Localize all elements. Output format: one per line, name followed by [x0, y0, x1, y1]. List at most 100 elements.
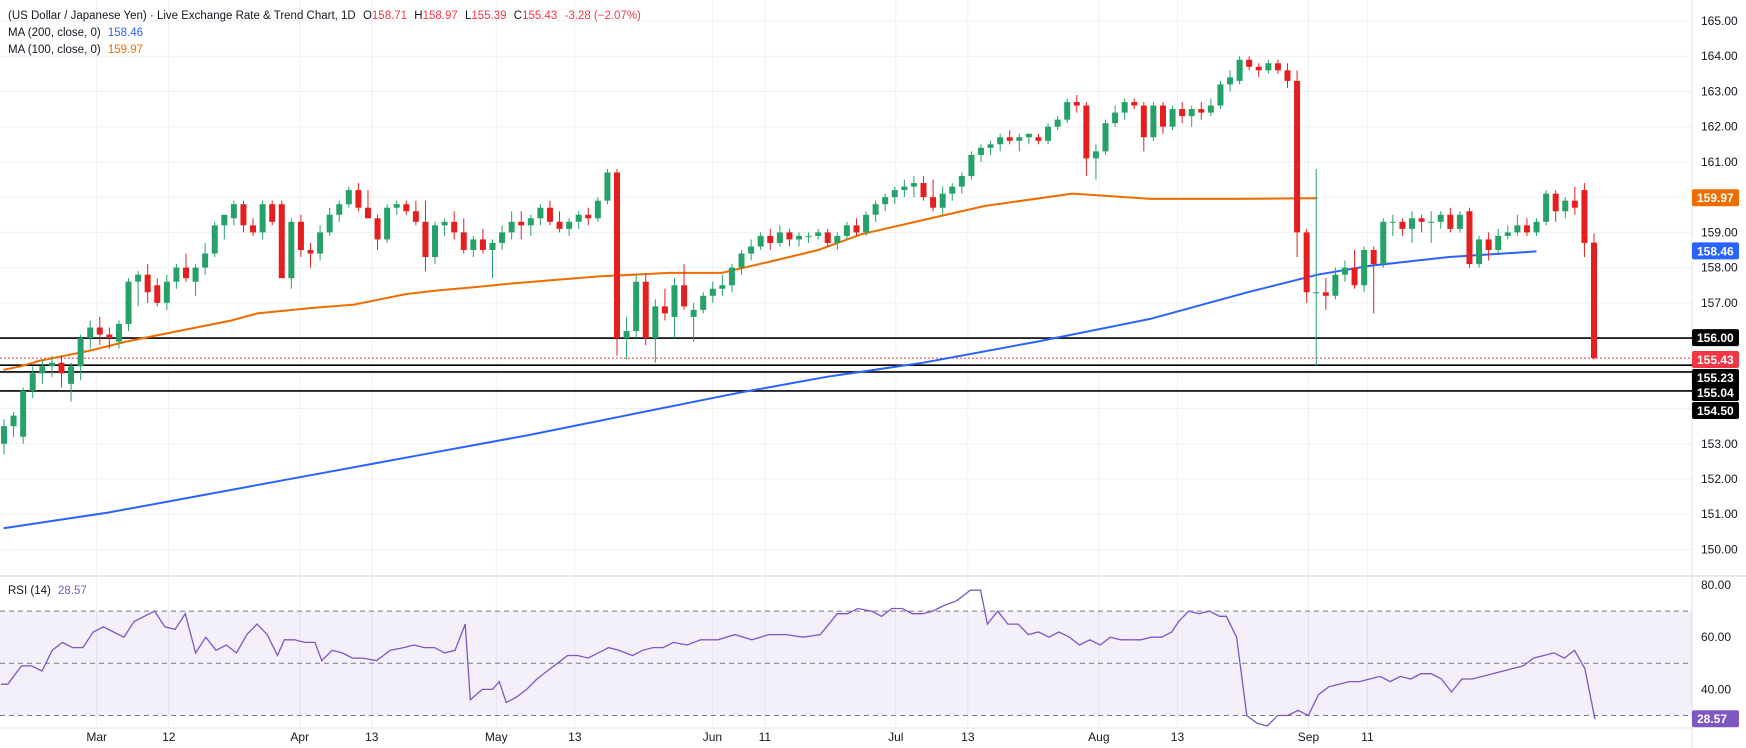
- candle-body[interactable]: [767, 235, 774, 243]
- candle-body[interactable]: [173, 267, 180, 282]
- candle-body[interactable]: [374, 218, 381, 240]
- candle-body[interactable]: [796, 235, 802, 240]
- candle-body[interactable]: [872, 204, 879, 215]
- candle-body[interactable]: [1389, 221, 1396, 223]
- candle-body[interactable]: [106, 334, 113, 339]
- candle-body[interactable]: [1140, 105, 1147, 138]
- candle-body[interactable]: [728, 267, 735, 286]
- candle-body[interactable]: [968, 154, 975, 177]
- candle-body[interactable]: [719, 285, 726, 289]
- candle-body[interactable]: [192, 267, 199, 282]
- candle-body[interactable]: [1179, 109, 1186, 117]
- candle-body[interactable]: [393, 204, 400, 208]
- candle-body[interactable]: [1188, 109, 1195, 117]
- candle-body[interactable]: [1428, 221, 1435, 223]
- candle-body[interactable]: [977, 147, 984, 155]
- candle-body[interactable]: [1543, 193, 1550, 222]
- candle-body[interactable]: [1533, 221, 1540, 233]
- candle-body[interactable]: [125, 281, 132, 324]
- candle-body[interactable]: [748, 246, 755, 254]
- candle-body[interactable]: [68, 366, 75, 384]
- candle-body[interactable]: [297, 221, 304, 250]
- candle-body[interactable]: [958, 176, 965, 187]
- candle-body[interactable]: [805, 235, 812, 237]
- candle-body[interactable]: [1495, 235, 1502, 250]
- candle-body[interactable]: [288, 221, 295, 279]
- candle-body[interactable]: [853, 225, 860, 233]
- candle-body[interactable]: [518, 221, 525, 226]
- candle-body[interactable]: [843, 225, 850, 236]
- ma100-line[interactable]: [3, 192, 1318, 371]
- candle-body[interactable]: [1246, 59, 1253, 67]
- candle-body[interactable]: [1073, 102, 1080, 106]
- candle-body[interactable]: [384, 207, 391, 240]
- candle-body[interactable]: [594, 200, 601, 219]
- candle-body[interactable]: [527, 218, 534, 226]
- candle-body[interactable]: [1092, 151, 1099, 159]
- candle-body[interactable]: [115, 323, 122, 342]
- candle-body[interactable]: [1217, 84, 1224, 106]
- candle-body[interactable]: [317, 232, 324, 254]
- candle-body[interactable]: [460, 232, 467, 250]
- candle-body[interactable]: [757, 235, 764, 247]
- candle-body[interactable]: [1322, 292, 1329, 296]
- candle-body[interactable]: [939, 193, 946, 208]
- candle-body[interactable]: [499, 232, 506, 243]
- candle-body[interactable]: [451, 221, 458, 233]
- candle-body[interactable]: [1207, 105, 1214, 113]
- candle-body[interactable]: [278, 204, 285, 279]
- candle-body[interactable]: [585, 214, 592, 219]
- candle-body[interactable]: [1581, 190, 1588, 243]
- candle-body[interactable]: [623, 331, 630, 339]
- candle-body[interactable]: [1064, 102, 1071, 120]
- candle-body[interactable]: [815, 232, 822, 236]
- candle-body[interactable]: [987, 144, 994, 148]
- candle-body[interactable]: [834, 235, 841, 243]
- candle-body[interactable]: [441, 221, 448, 226]
- candle-body[interactable]: [1466, 211, 1473, 265]
- candle-body[interactable]: [700, 295, 707, 310]
- candle-body[interactable]: [681, 285, 688, 307]
- candle-body[interactable]: [891, 190, 898, 198]
- candle-body[interactable]: [1227, 77, 1234, 85]
- candle-body[interactable]: [1437, 214, 1444, 222]
- candle-body[interactable]: [135, 274, 142, 282]
- candle-body[interactable]: [910, 183, 917, 187]
- candle-body[interactable]: [546, 207, 553, 222]
- candle-body[interactable]: [1485, 239, 1492, 250]
- candle-body[interactable]: [412, 211, 419, 222]
- candle-body[interactable]: [96, 327, 103, 335]
- candle-body[interactable]: [1169, 109, 1176, 127]
- candle-body[interactable]: [1265, 63, 1272, 71]
- candle-body[interactable]: [949, 186, 956, 194]
- candle-body[interactable]: [269, 204, 276, 222]
- candle-body[interactable]: [1409, 218, 1416, 229]
- candle-body[interactable]: [661, 306, 668, 314]
- candle-body[interactable]: [154, 285, 161, 303]
- candle-body[interactable]: [1112, 112, 1119, 124]
- candle-body[interactable]: [738, 253, 745, 268]
- candle-body[interactable]: [1562, 200, 1569, 212]
- candle-body[interactable]: [1476, 239, 1483, 265]
- candle-body[interactable]: [997, 137, 1004, 145]
- candle-body[interactable]: [920, 183, 927, 198]
- candle-body[interactable]: [1514, 225, 1521, 233]
- candle-body[interactable]: [901, 186, 908, 191]
- candle-body[interactable]: [1274, 63, 1281, 71]
- candle-body[interactable]: [240, 204, 247, 226]
- candle-body[interactable]: [1006, 137, 1013, 141]
- candle-body[interactable]: [1591, 242, 1597, 359]
- candle-body[interactable]: [403, 204, 410, 212]
- candle-body[interactable]: [1083, 105, 1090, 159]
- candle-body[interactable]: [221, 214, 228, 226]
- candle-body[interactable]: [604, 172, 611, 201]
- candle-body[interactable]: [202, 253, 209, 268]
- candle-body[interactable]: [479, 239, 486, 250]
- candle-body[interactable]: [690, 309, 697, 317]
- ma100-legend[interactable]: MA (100, close, 0) 159.97: [8, 43, 147, 57]
- candle-body[interactable]: [1341, 267, 1348, 275]
- candle-body[interactable]: [87, 327, 94, 339]
- candle-body[interactable]: [633, 281, 640, 332]
- candle-body[interactable]: [1456, 214, 1463, 229]
- candle-body[interactable]: [1150, 105, 1157, 138]
